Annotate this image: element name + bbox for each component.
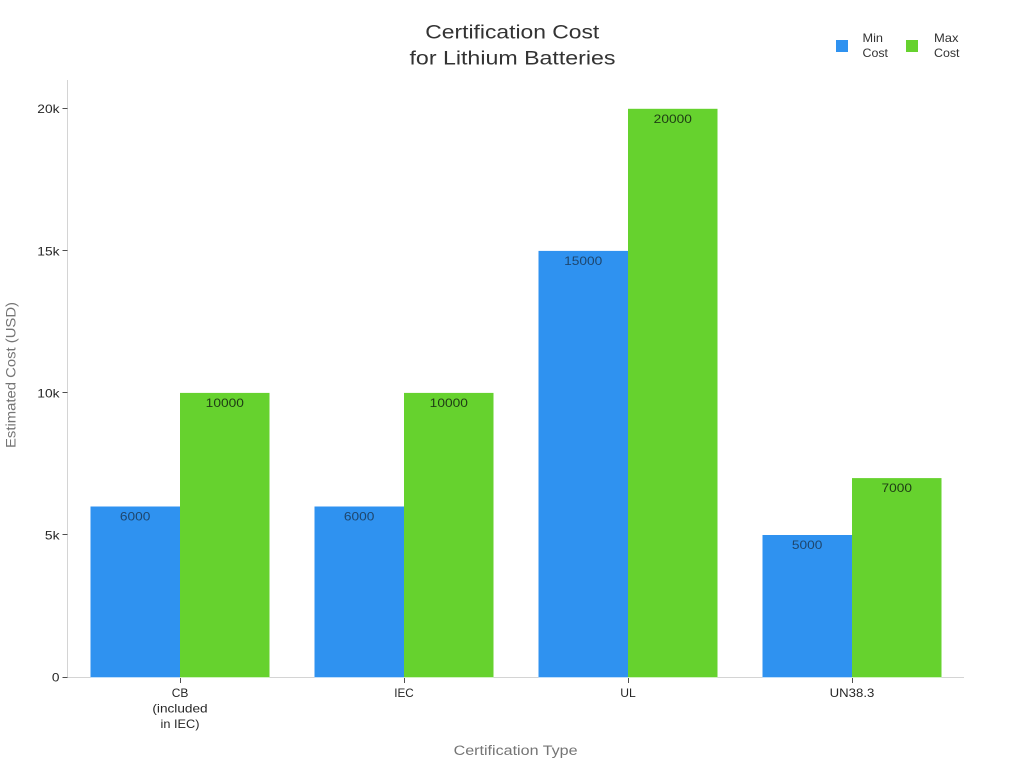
svg-text:UL: UL (620, 686, 636, 700)
svg-text:Certification Cost: Certification Cost (425, 22, 600, 44)
svg-text:10000: 10000 (430, 396, 469, 410)
svg-text:10k: 10k (37, 386, 60, 400)
svg-text:UN38.3: UN38.3 (830, 686, 875, 700)
svg-text:Cost: Cost (863, 46, 889, 60)
svg-text:CB: CB (172, 686, 189, 700)
svg-text:in IEC): in IEC) (161, 717, 200, 731)
svg-text:15k: 15k (37, 244, 60, 258)
svg-text:Certification Type: Certification Type (454, 743, 578, 758)
svg-text:IEC: IEC (394, 686, 414, 700)
svg-text:for Lithium Batteries: for Lithium Batteries (410, 48, 616, 70)
svg-text:20k: 20k (37, 102, 60, 116)
svg-text:7000: 7000 (882, 481, 913, 495)
svg-text:Max: Max (934, 31, 959, 45)
svg-text:20000: 20000 (654, 112, 693, 126)
svg-text:6000: 6000 (344, 510, 375, 524)
svg-text:10000: 10000 (206, 396, 245, 410)
svg-text:Estimated Cost (USD): Estimated Cost (USD) (4, 302, 19, 448)
svg-text:Min: Min (863, 31, 884, 45)
svg-text:5000: 5000 (792, 538, 823, 552)
svg-text:(included: (included (152, 702, 207, 716)
svg-text:5k: 5k (45, 528, 61, 542)
svg-text:6000: 6000 (120, 510, 151, 524)
svg-text:Cost: Cost (934, 46, 960, 60)
svg-text:0: 0 (52, 670, 60, 684)
svg-text:15000: 15000 (564, 254, 603, 268)
